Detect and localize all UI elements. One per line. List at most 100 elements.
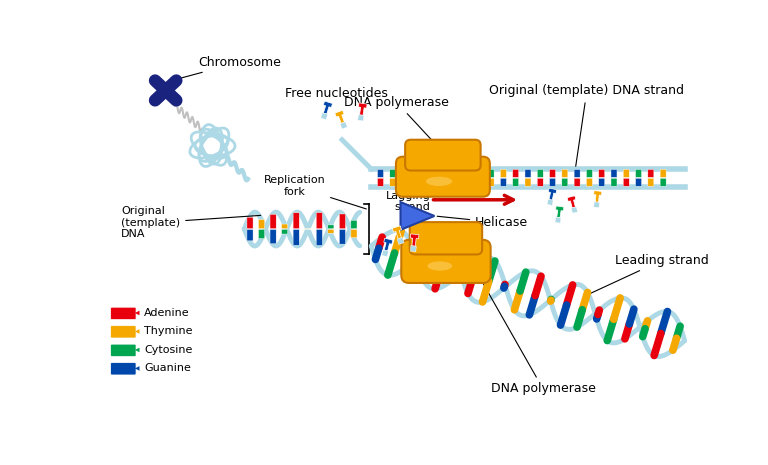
FancyBboxPatch shape bbox=[316, 213, 323, 229]
Text: Original
(template)
DNA: Original (template) DNA bbox=[121, 206, 260, 239]
Text: Free nucleotides: Free nucleotides bbox=[285, 86, 388, 100]
FancyBboxPatch shape bbox=[611, 178, 617, 186]
FancyBboxPatch shape bbox=[415, 178, 420, 186]
Polygon shape bbox=[594, 202, 600, 207]
FancyBboxPatch shape bbox=[111, 363, 136, 375]
Polygon shape bbox=[135, 366, 140, 371]
Polygon shape bbox=[401, 202, 435, 230]
FancyBboxPatch shape bbox=[111, 344, 136, 357]
Polygon shape bbox=[410, 246, 416, 252]
FancyBboxPatch shape bbox=[660, 178, 666, 186]
FancyBboxPatch shape bbox=[599, 169, 604, 177]
FancyBboxPatch shape bbox=[587, 169, 592, 177]
Polygon shape bbox=[384, 238, 393, 251]
FancyBboxPatch shape bbox=[402, 169, 408, 177]
Text: Cytosine: Cytosine bbox=[144, 345, 193, 355]
Polygon shape bbox=[555, 217, 561, 223]
Polygon shape bbox=[135, 311, 140, 315]
FancyBboxPatch shape bbox=[464, 178, 469, 186]
FancyBboxPatch shape bbox=[513, 169, 518, 177]
FancyBboxPatch shape bbox=[406, 140, 481, 171]
FancyBboxPatch shape bbox=[624, 169, 629, 177]
FancyBboxPatch shape bbox=[402, 178, 408, 186]
FancyBboxPatch shape bbox=[562, 178, 568, 186]
FancyBboxPatch shape bbox=[259, 219, 265, 229]
FancyBboxPatch shape bbox=[396, 157, 490, 197]
Polygon shape bbox=[382, 250, 389, 257]
FancyBboxPatch shape bbox=[550, 169, 555, 177]
Text: Helicase: Helicase bbox=[437, 216, 528, 229]
FancyBboxPatch shape bbox=[611, 169, 617, 177]
Polygon shape bbox=[358, 115, 364, 121]
Text: Leading strand: Leading strand bbox=[585, 254, 709, 296]
FancyBboxPatch shape bbox=[636, 169, 641, 177]
FancyBboxPatch shape bbox=[270, 229, 276, 244]
FancyBboxPatch shape bbox=[402, 240, 491, 283]
FancyBboxPatch shape bbox=[501, 169, 506, 177]
Polygon shape bbox=[321, 113, 328, 120]
FancyBboxPatch shape bbox=[488, 178, 494, 186]
FancyBboxPatch shape bbox=[328, 225, 334, 229]
Polygon shape bbox=[547, 199, 553, 206]
Polygon shape bbox=[359, 103, 367, 115]
FancyBboxPatch shape bbox=[476, 178, 482, 186]
FancyBboxPatch shape bbox=[501, 178, 506, 186]
FancyBboxPatch shape bbox=[351, 229, 357, 238]
FancyBboxPatch shape bbox=[562, 169, 568, 177]
Ellipse shape bbox=[163, 88, 169, 93]
FancyBboxPatch shape bbox=[378, 178, 383, 186]
FancyBboxPatch shape bbox=[648, 178, 654, 186]
FancyBboxPatch shape bbox=[439, 169, 445, 177]
FancyBboxPatch shape bbox=[574, 169, 580, 177]
Polygon shape bbox=[594, 191, 602, 202]
Text: Chromosome: Chromosome bbox=[177, 56, 281, 79]
FancyBboxPatch shape bbox=[452, 169, 457, 177]
Ellipse shape bbox=[428, 261, 452, 271]
Text: Guanine: Guanine bbox=[144, 364, 191, 373]
FancyBboxPatch shape bbox=[427, 169, 432, 177]
FancyBboxPatch shape bbox=[339, 214, 346, 229]
FancyBboxPatch shape bbox=[247, 217, 253, 229]
Polygon shape bbox=[135, 348, 140, 352]
Polygon shape bbox=[410, 234, 419, 246]
FancyBboxPatch shape bbox=[270, 214, 276, 229]
FancyBboxPatch shape bbox=[282, 224, 288, 229]
Polygon shape bbox=[335, 110, 344, 123]
FancyBboxPatch shape bbox=[328, 229, 334, 233]
Text: Replication
fork: Replication fork bbox=[263, 175, 366, 209]
Text: Thymine: Thymine bbox=[144, 326, 193, 337]
Text: Adenine: Adenine bbox=[144, 308, 190, 318]
FancyBboxPatch shape bbox=[574, 178, 580, 186]
FancyBboxPatch shape bbox=[636, 178, 641, 186]
Polygon shape bbox=[548, 188, 557, 200]
FancyBboxPatch shape bbox=[452, 178, 457, 186]
FancyBboxPatch shape bbox=[390, 178, 396, 186]
FancyBboxPatch shape bbox=[464, 169, 469, 177]
Text: Original (template) DNA strand: Original (template) DNA strand bbox=[489, 84, 684, 166]
FancyBboxPatch shape bbox=[624, 178, 629, 186]
FancyBboxPatch shape bbox=[247, 229, 253, 241]
FancyBboxPatch shape bbox=[488, 169, 494, 177]
Ellipse shape bbox=[426, 177, 452, 186]
Text: DNA polymerase: DNA polymerase bbox=[469, 259, 595, 395]
Polygon shape bbox=[555, 206, 564, 218]
FancyBboxPatch shape bbox=[410, 222, 482, 254]
FancyBboxPatch shape bbox=[599, 178, 604, 186]
FancyBboxPatch shape bbox=[390, 169, 396, 177]
Text: Lagging
strand: Lagging strand bbox=[386, 191, 431, 212]
FancyBboxPatch shape bbox=[259, 229, 265, 239]
FancyBboxPatch shape bbox=[282, 229, 288, 234]
FancyBboxPatch shape bbox=[415, 169, 420, 177]
FancyBboxPatch shape bbox=[427, 178, 432, 186]
FancyBboxPatch shape bbox=[513, 178, 518, 186]
FancyBboxPatch shape bbox=[293, 213, 300, 229]
Polygon shape bbox=[392, 226, 402, 239]
FancyBboxPatch shape bbox=[525, 178, 531, 186]
FancyBboxPatch shape bbox=[660, 169, 666, 177]
FancyBboxPatch shape bbox=[351, 220, 357, 229]
Polygon shape bbox=[323, 101, 333, 114]
Polygon shape bbox=[568, 196, 576, 208]
FancyBboxPatch shape bbox=[587, 178, 592, 186]
FancyBboxPatch shape bbox=[305, 229, 311, 230]
FancyBboxPatch shape bbox=[538, 169, 543, 177]
